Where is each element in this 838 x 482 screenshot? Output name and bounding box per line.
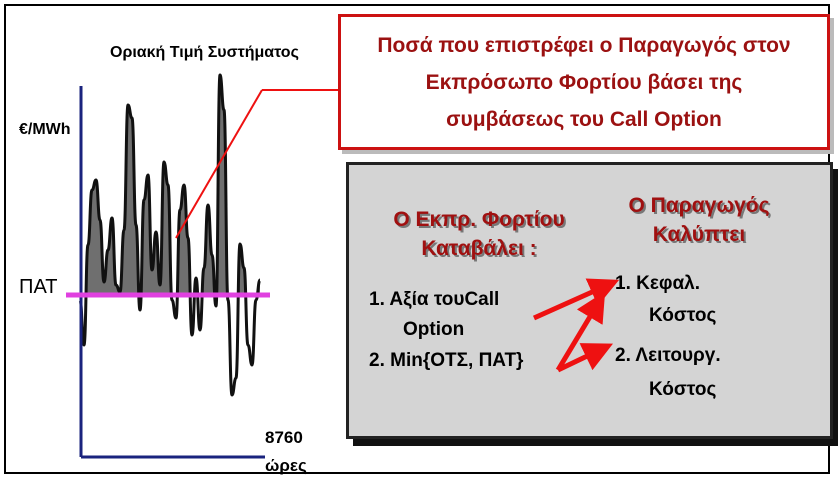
generator-item: 1. Κεφαλ.: [615, 273, 700, 294]
x-axis-unit: ώρες: [265, 456, 307, 475]
callout-line: Ποσά που επιστρέφει ο Παραγωγός στον: [377, 34, 791, 57]
callout-box: Ποσά που επιστρέφει ο Παραγωγός στον Εκπ…: [338, 14, 830, 150]
generator-item: Κόστος: [649, 305, 717, 326]
payer-heading: Ο Εκπρ. Φορτίου Καταβάλει :: [354, 205, 604, 263]
callout-pointer: [175, 89, 263, 239]
generator-heading-line: Ο Παραγωγός: [628, 194, 770, 217]
x-axis-max-label: 8760: [265, 428, 303, 447]
pat-label: ΠΑΤ: [19, 276, 58, 298]
generator-heading-line: Καλύπτει: [652, 223, 746, 246]
payer-heading-line: Ο Εκπρ. Φορτίου: [393, 208, 565, 231]
price-curve: [78, 73, 262, 397]
callout-line: Εκπρόσωπο Φορτίου βάσει της: [425, 71, 743, 94]
chart-title: Οριακή Τιμή Συστήματος: [110, 44, 299, 61]
generator-item: Κόστος: [649, 379, 717, 400]
payer-heading-line: Καταβάλει :: [421, 237, 537, 260]
arrow-option-to-capital: [532, 278, 620, 321]
payer-item: Option: [403, 319, 465, 340]
generator-item: 2. Λειτουργ.: [615, 345, 721, 366]
y-axis-unit: €/MWh: [19, 121, 71, 138]
arrow-min-to-capital: [555, 291, 606, 372]
settlement-arrows: [532, 278, 620, 373]
callout-line: συμβάσεως του Call Option: [446, 108, 722, 131]
callout-text: Ποσά που επιστρέφει ο Παραγωγός στον Εκπ…: [341, 27, 827, 138]
arrow-min-to-operating: [556, 343, 614, 373]
settlement-box: Ο Εκπρ. Φορτίου Καταβάλει : Ο Παραγωγός …: [346, 162, 833, 439]
payer-item: 2. Min{ΟΤΣ, ΠΑΤ}: [369, 350, 524, 371]
generator-heading: Ο Παραγωγός Καλύπτει: [604, 191, 794, 249]
price-area-above-pat: [80, 75, 260, 296]
payer-item: 1. Αξία τουCall: [369, 289, 500, 310]
